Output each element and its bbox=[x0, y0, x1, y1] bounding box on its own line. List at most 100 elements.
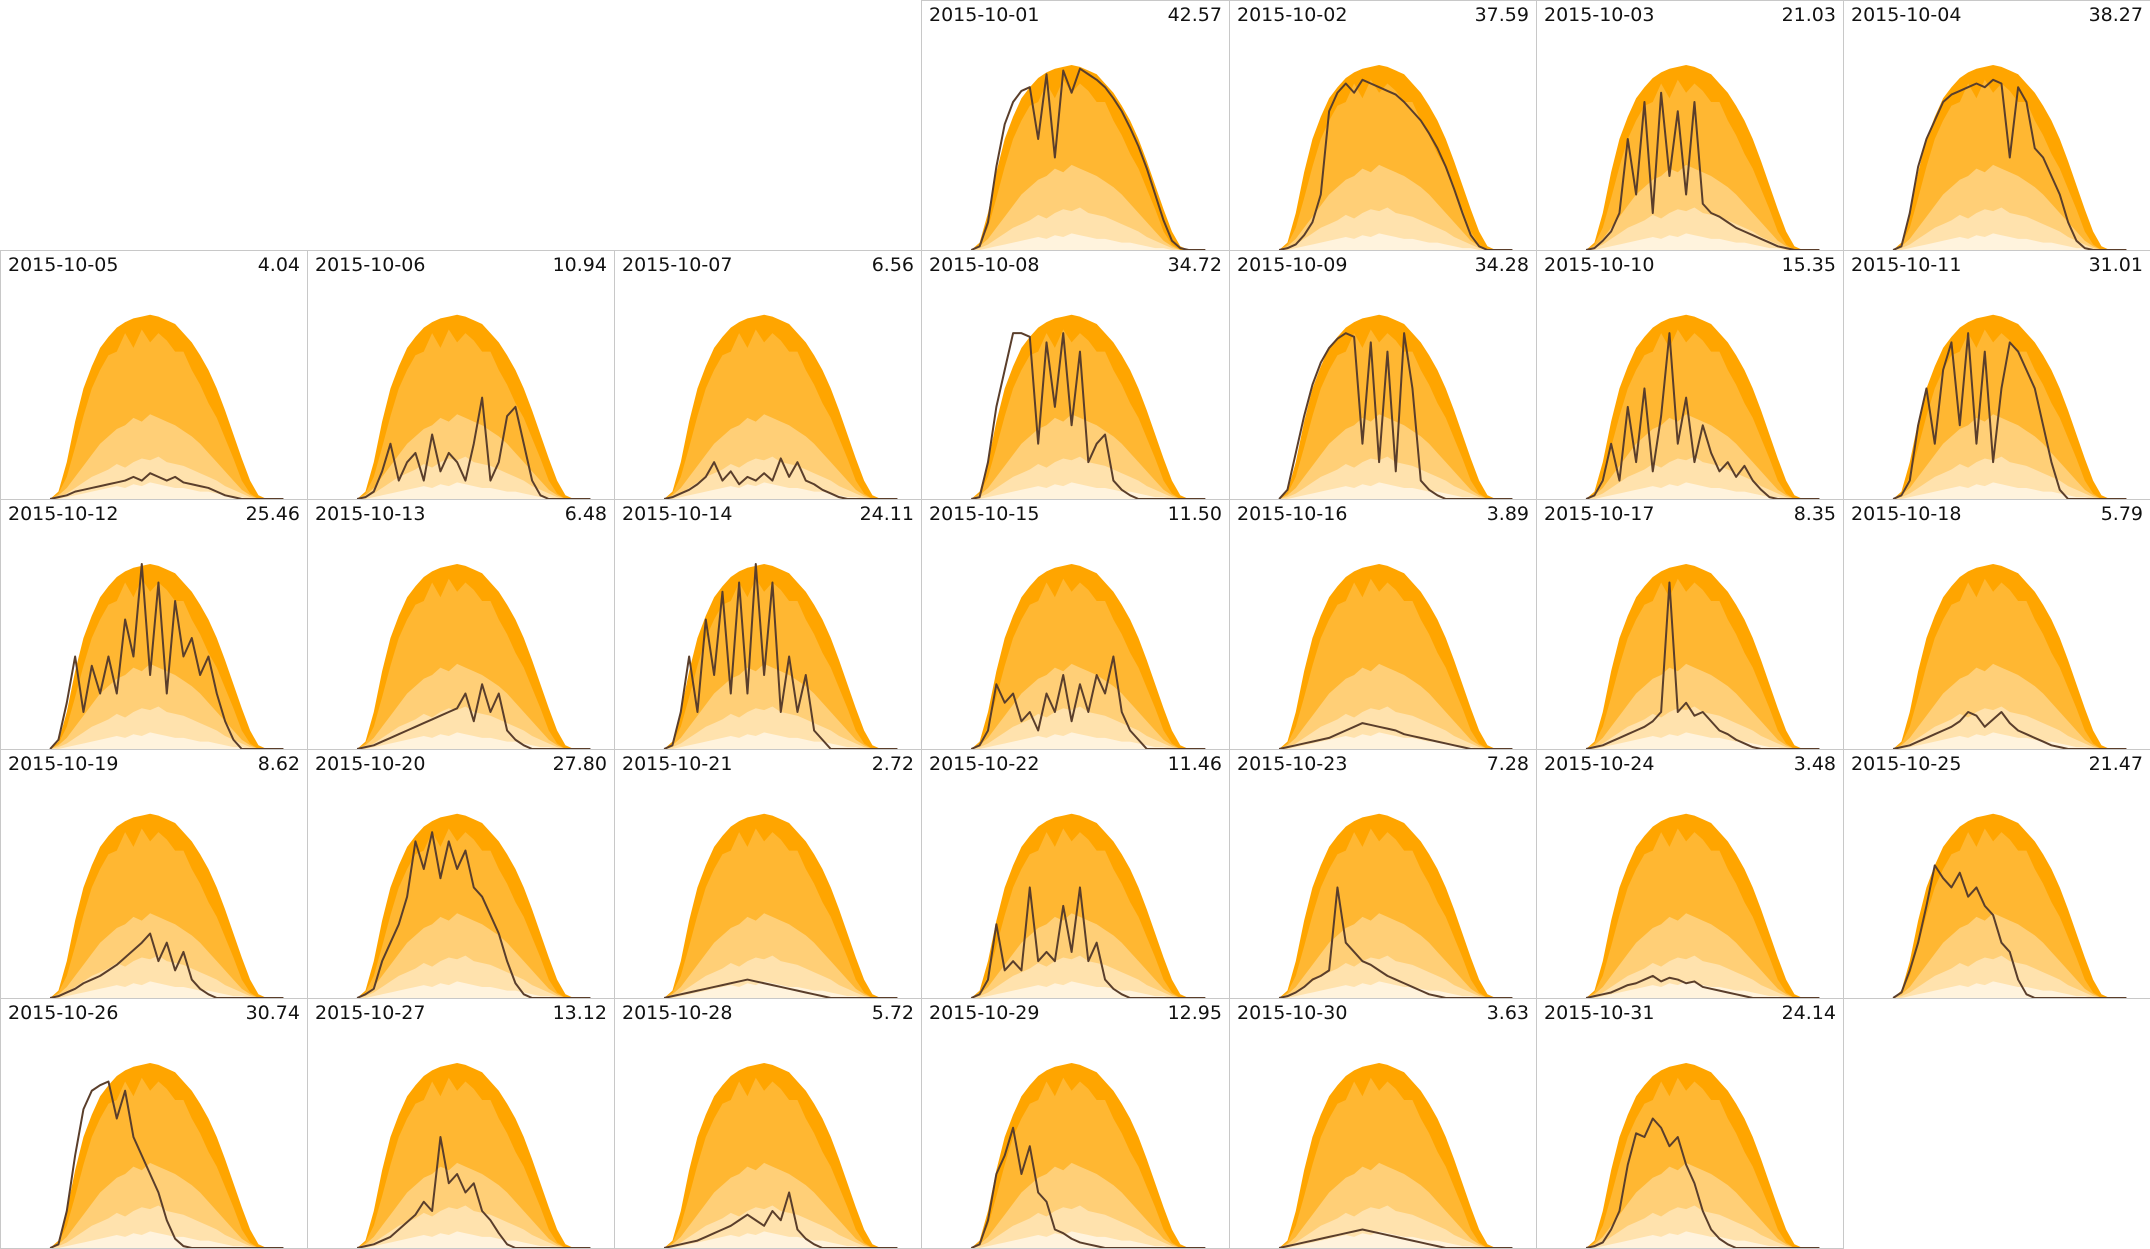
day-date-label: 2015-10-08 bbox=[929, 254, 1040, 276]
day-date-label: 2015-10-31 bbox=[1544, 1002, 1655, 1024]
day-date-label: 2015-10-10 bbox=[1544, 254, 1655, 276]
actual-production-line bbox=[49, 563, 284, 749]
envelope-band-p25 bbox=[357, 482, 591, 499]
envelope-band-p25 bbox=[50, 981, 284, 998]
day-total-label: 34.28 bbox=[1474, 254, 1529, 276]
day-area-chart bbox=[971, 314, 1206, 499]
day-total-label: 38.27 bbox=[2088, 4, 2143, 26]
day-panel: 2015-10-15 11.50 bbox=[921, 499, 1230, 750]
actual-production-line bbox=[1585, 332, 1820, 499]
day-area-chart bbox=[1585, 813, 1820, 998]
day-total-label: 8.62 bbox=[257, 753, 300, 775]
actual-production-line bbox=[663, 563, 898, 749]
envelope-band-p25 bbox=[1279, 1231, 1513, 1248]
day-panel: 2015-10-01 42.57 bbox=[921, 0, 1230, 251]
day-total-label: 11.50 bbox=[1167, 503, 1222, 525]
day-total-label: 7.28 bbox=[1486, 753, 1529, 775]
actual-production-line bbox=[1585, 1117, 1820, 1248]
actual-production-line bbox=[1278, 332, 1513, 499]
day-area-chart bbox=[49, 314, 284, 499]
envelope-band-p25 bbox=[1279, 233, 1513, 250]
day-panel: 2015-10-17 8.35 bbox=[1536, 499, 1844, 750]
envelope-band-p25 bbox=[1586, 981, 1820, 998]
day-panel: 2015-10-19 8.62 bbox=[0, 749, 308, 999]
actual-production-line bbox=[663, 1191, 898, 1248]
day-total-label: 10.94 bbox=[552, 254, 607, 276]
day-total-label: 21.03 bbox=[1781, 4, 1836, 26]
day-area-chart bbox=[1278, 1063, 1513, 1248]
envelope-band-p25 bbox=[357, 1231, 591, 1248]
day-total-label: 34.72 bbox=[1167, 254, 1222, 276]
actual-production-line bbox=[663, 978, 898, 998]
day-area-chart bbox=[1892, 65, 2127, 250]
day-date-label: 2015-10-22 bbox=[929, 753, 1040, 775]
day-total-label: 15.35 bbox=[1781, 254, 1836, 276]
day-area-chart bbox=[49, 813, 284, 998]
day-panel: 2015-10-27 13.12 bbox=[307, 998, 615, 1249]
day-date-label: 2015-10-01 bbox=[929, 4, 1040, 26]
day-area-chart bbox=[1892, 564, 2127, 749]
envelope-band-p25 bbox=[1586, 233, 1820, 250]
actual-production-line bbox=[49, 472, 284, 499]
day-date-label: 2015-10-20 bbox=[315, 753, 426, 775]
actual-production-line bbox=[356, 831, 591, 998]
day-panel: 2015-10-13 6.48 bbox=[307, 499, 615, 750]
day-panel: 2015-10-18 5.79 bbox=[1843, 499, 2150, 750]
envelope-band-p25 bbox=[1279, 981, 1513, 998]
day-date-label: 2015-10-14 bbox=[622, 503, 733, 525]
day-total-label: 31.01 bbox=[2088, 254, 2143, 276]
day-panel: 2015-10-28 5.72 bbox=[614, 998, 922, 1249]
actual-production-line bbox=[1892, 78, 2127, 250]
day-panel: 2015-10-29 12.95 bbox=[921, 998, 1230, 1249]
day-date-label: 2015-10-18 bbox=[1851, 503, 1962, 525]
day-date-label: 2015-10-28 bbox=[622, 1002, 733, 1024]
envelope-band-p25 bbox=[1279, 732, 1513, 749]
day-date-label: 2015-10-13 bbox=[315, 503, 426, 525]
actual-production-line bbox=[1892, 711, 2127, 749]
day-total-label: 27.80 bbox=[552, 753, 607, 775]
day-date-label: 2015-10-12 bbox=[8, 503, 119, 525]
envelope-band-p25 bbox=[1893, 482, 2127, 499]
actual-production-line bbox=[970, 655, 1206, 749]
envelope-band-p25 bbox=[971, 732, 1206, 749]
day-panel: 2015-10-12 25.46 bbox=[0, 499, 308, 750]
day-area-chart bbox=[1585, 564, 1820, 749]
day-total-label: 12.95 bbox=[1167, 1002, 1222, 1024]
day-area-chart bbox=[663, 1063, 898, 1248]
envelope-band-p25 bbox=[1893, 732, 2127, 749]
actual-production-line bbox=[1278, 722, 1513, 749]
envelope-band-p25 bbox=[1586, 732, 1820, 749]
actual-production-line bbox=[1278, 1228, 1513, 1248]
actual-production-line bbox=[1278, 78, 1513, 250]
envelope-band-p25 bbox=[971, 1231, 1206, 1248]
day-total-label: 6.48 bbox=[564, 503, 607, 525]
day-date-label: 2015-10-23 bbox=[1237, 753, 1348, 775]
envelope-band-p25 bbox=[1893, 233, 2127, 250]
day-area-chart bbox=[663, 813, 898, 998]
day-panel: 2015-10-02 37.59 bbox=[1229, 0, 1537, 251]
day-panel: 2015-10-25 21.47 bbox=[1843, 749, 2150, 999]
actual-production-line bbox=[1892, 864, 2127, 998]
day-panel: 2015-10-11 31.01 bbox=[1843, 250, 2150, 500]
actual-production-line bbox=[1892, 332, 2127, 499]
day-date-label: 2015-10-17 bbox=[1544, 503, 1655, 525]
actual-production-line bbox=[356, 683, 591, 749]
day-date-label: 2015-10-25 bbox=[1851, 753, 1962, 775]
day-panel: 2015-10-07 6.56 bbox=[614, 250, 922, 500]
day-date-label: 2015-10-16 bbox=[1237, 503, 1348, 525]
actual-production-line bbox=[1278, 886, 1513, 998]
day-total-label: 3.48 bbox=[1793, 753, 1836, 775]
actual-production-line bbox=[49, 932, 284, 998]
day-total-label: 6.56 bbox=[871, 254, 914, 276]
day-area-chart bbox=[970, 813, 1206, 998]
day-panel: 2015-10-26 30.74 bbox=[0, 998, 308, 1249]
envelope-band-p25 bbox=[357, 981, 591, 998]
day-panel: 2015-10-08 34.72 bbox=[921, 250, 1230, 500]
day-total-label: 5.72 bbox=[871, 1002, 914, 1024]
day-area-chart bbox=[1278, 314, 1513, 499]
day-area-chart bbox=[1585, 65, 1820, 250]
day-area-chart bbox=[356, 314, 591, 499]
day-area-chart bbox=[356, 564, 591, 749]
envelope-band-p25 bbox=[1586, 482, 1820, 499]
day-total-label: 3.89 bbox=[1486, 503, 1529, 525]
